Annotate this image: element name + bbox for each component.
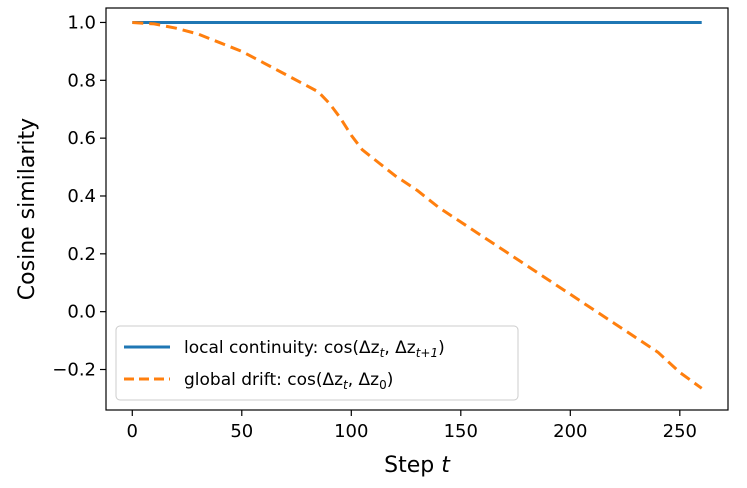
x-tick-label: 50: [230, 421, 253, 442]
legend-label-local-continuity: local continuity: cos(Δzt, Δzt+1): [184, 338, 445, 360]
x-axis: 0 50 100 150 200 250: [127, 410, 697, 442]
y-tick-label: −0.2: [52, 360, 96, 381]
x-tick-label: 150: [444, 421, 478, 442]
x-axis-label: Step t: [384, 453, 451, 478]
y-tick-label: 0.2: [67, 244, 96, 265]
plot-frame: [105, 7, 729, 411]
x-axis-label-text: Step: [384, 453, 441, 478]
y-tick-label: 0.6: [67, 128, 96, 149]
y-axis-label: Cosine similarity: [15, 118, 40, 300]
series-line-global-drift: [132, 21, 703, 390]
legend-box: [115, 325, 519, 401]
x-tick-label: 250: [663, 421, 697, 442]
x-tick-label: 200: [553, 421, 587, 442]
y-tick-label: 0.0: [67, 302, 96, 323]
series-layer: [132, 21, 703, 390]
legend-label-global-drift: global drift: cos(Δzt, Δz0): [184, 370, 393, 392]
y-tick-label: 0.4: [67, 186, 96, 207]
x-axis-label-var: t: [441, 453, 451, 478]
x-tick-label: 100: [334, 421, 368, 442]
y-tick-label: 1.0: [67, 12, 96, 33]
y-tick-label: 0.8: [67, 70, 96, 91]
x-tick-label: 0: [127, 421, 138, 442]
legend: local continuity: cos(Δzt, Δzt+1) global…: [115, 325, 519, 401]
y-axis: 1.0 0.8 0.6 0.4 0.2 0.0 −0.2: [52, 12, 106, 381]
